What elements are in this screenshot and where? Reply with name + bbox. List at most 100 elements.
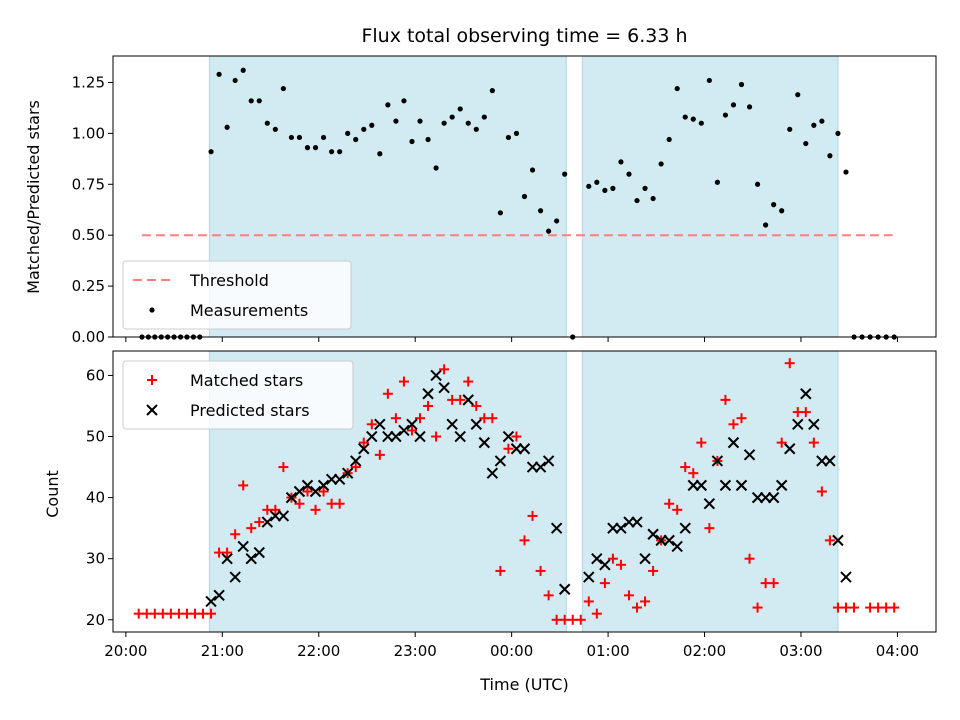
- x-stroke: [237, 540, 249, 553]
- data-point: [393, 118, 399, 124]
- data-point: [329, 149, 335, 155]
- data-point: [254, 517, 265, 528]
- data-point: [722, 112, 729, 118]
- ratio-panel: 0.00 0.25 0.50 0.75 1.00 1.25 Matched/Predict…: [24, 55, 937, 346]
- data-point: [398, 424, 410, 437]
- data-point: [610, 185, 616, 191]
- x-stroke: [390, 430, 402, 443]
- data-point: [341, 467, 354, 479]
- data-point: [511, 431, 522, 442]
- data-point: [808, 437, 819, 448]
- x-stroke: [245, 552, 257, 565]
- data-point: [586, 183, 592, 189]
- data-point: [301, 479, 314, 492]
- data-point: [666, 136, 672, 143]
- data-point: [602, 187, 608, 193]
- data-point: [385, 102, 391, 108]
- x-stroke: [229, 571, 241, 583]
- data-point: [288, 134, 295, 141]
- data-point: [431, 431, 442, 442]
- data-point: [229, 571, 241, 583]
- series-measurements: [139, 67, 897, 340]
- x-stroke: [767, 491, 780, 504]
- data-point: [390, 430, 402, 443]
- data-point: [575, 614, 586, 625]
- y-tick-label: 60: [86, 366, 105, 384]
- data-point: [647, 528, 659, 540]
- x-stroke: [711, 455, 724, 467]
- data-point: [208, 149, 214, 155]
- data-point: [816, 486, 827, 497]
- data-point: [232, 77, 238, 84]
- data-point: [599, 559, 611, 571]
- x-stroke: [462, 394, 474, 406]
- x-stroke: [398, 424, 410, 437]
- x-axis-label: Time (UTC): [479, 675, 568, 694]
- data-point: [497, 210, 503, 216]
- data-point: [277, 510, 290, 522]
- data-point: [481, 114, 487, 120]
- data-point: [727, 436, 740, 449]
- data-point: [317, 479, 330, 492]
- x-stroke: [146, 404, 158, 416]
- x-stroke: [550, 522, 563, 534]
- data-point: [672, 504, 683, 515]
- x-stroke: [542, 455, 555, 467]
- data-point: [671, 540, 683, 553]
- data-point: [704, 523, 715, 534]
- x-stroke: [470, 418, 482, 431]
- data-point: [245, 552, 257, 565]
- data-point: [543, 590, 554, 601]
- data-point: [390, 413, 401, 424]
- data-point: [529, 167, 536, 173]
- data-point: [345, 130, 351, 136]
- data-point: [270, 504, 281, 515]
- data-point: [206, 608, 217, 619]
- data-point: [537, 208, 544, 214]
- legend-label: Measurements: [190, 301, 308, 320]
- data-point: [558, 583, 571, 595]
- data-point: [374, 418, 386, 431]
- data-point: [272, 126, 278, 132]
- data-point: [406, 425, 417, 436]
- x-tick-label: 04:00: [876, 642, 919, 660]
- x-stroke: [735, 479, 748, 492]
- data-point: [623, 590, 634, 601]
- data-point: [720, 394, 731, 405]
- data-point: [824, 455, 836, 467]
- ratio-series: [139, 67, 897, 340]
- x-stroke: [583, 571, 595, 583]
- data-point: [293, 485, 306, 498]
- data-point: [800, 388, 812, 400]
- data-point: [237, 540, 249, 553]
- data-point: [471, 400, 482, 411]
- x-tick-label: 21:00: [201, 642, 244, 660]
- x-stroke: [599, 559, 611, 571]
- legend-swatch: [147, 375, 157, 385]
- data-point: [744, 553, 755, 564]
- x-stroke: [366, 430, 378, 443]
- x-stroke: [285, 491, 298, 504]
- x-stroke: [374, 418, 386, 431]
- data-point: [374, 449, 385, 460]
- x-tick-label: 23:00: [394, 642, 437, 660]
- data-point: [803, 140, 809, 147]
- data-point: [513, 130, 520, 136]
- x-stroke: [792, 418, 804, 431]
- data-point: [519, 535, 530, 546]
- data-point: [763, 222, 769, 228]
- data-point: [406, 418, 418, 431]
- legend-swatch: [146, 404, 158, 416]
- data-point: [843, 169, 849, 175]
- legend-box: [122, 360, 354, 430]
- data-point: [618, 159, 624, 165]
- data-point: [835, 130, 841, 136]
- data-point: [808, 418, 820, 431]
- x-stroke: [333, 473, 346, 485]
- data-point: [546, 228, 552, 234]
- data-point: [230, 529, 241, 540]
- y-axis-ticks: 20 30 40 50 60: [86, 366, 113, 629]
- data-point: [433, 165, 439, 171]
- data-point: [594, 179, 600, 185]
- data-point: [658, 161, 664, 167]
